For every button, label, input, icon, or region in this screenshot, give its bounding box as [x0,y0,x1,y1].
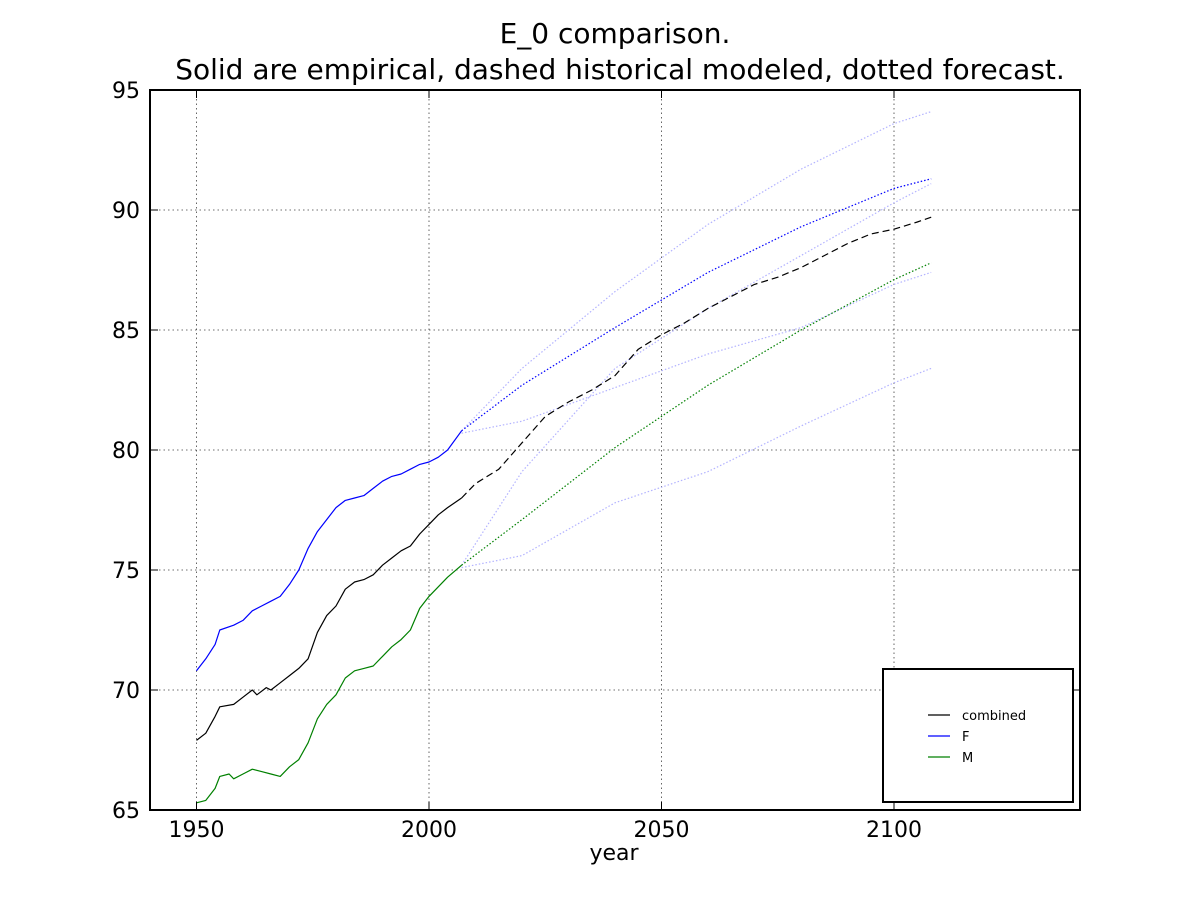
x-tick-label: 2000 [401,818,457,843]
legend: combined FM [882,668,1074,803]
y-tick-label: 95 [112,79,140,104]
y-tick-label: 85 [112,319,140,344]
axis-ticks: 1950 2000 2050 2100 65 70 75 80 85 90 95 [112,79,1080,843]
confidence-band-lower [461,367,932,569]
confidence-band-upper [461,183,932,566]
y-tick-label: 70 [112,679,140,704]
x-axis-label: year [589,841,639,866]
y-tick-label: 75 [112,559,140,584]
series-line-f-forecast [461,178,932,432]
series-line-m-forecast [461,262,932,566]
legend-label: F [962,730,969,745]
series-line-f-empirical [196,430,463,672]
x-tick-label: 2050 [634,818,690,843]
confidence-band-lower [461,271,932,434]
series-line-m-empirical [196,564,462,804]
legend-box [882,668,1074,803]
chart-subtitle: Solid are empirical, dashed historical m… [175,53,1065,86]
confidence-band-upper [461,111,932,432]
series-line-combined-empirical [196,497,462,741]
y-tick-label: 80 [112,439,140,464]
x-tick-label: 2100 [866,818,922,843]
x-tick-label: 1950 [169,818,225,843]
y-tick-label: 90 [112,199,140,224]
chart-title: E_0 comparison. [500,17,731,50]
series-lines [196,178,932,804]
series-line-combined-modeled [461,216,932,499]
legend-label: M [962,751,973,766]
legend-label: combined [962,709,1026,724]
y-tick-label: 65 [112,799,140,824]
confidence-bands [461,111,932,569]
